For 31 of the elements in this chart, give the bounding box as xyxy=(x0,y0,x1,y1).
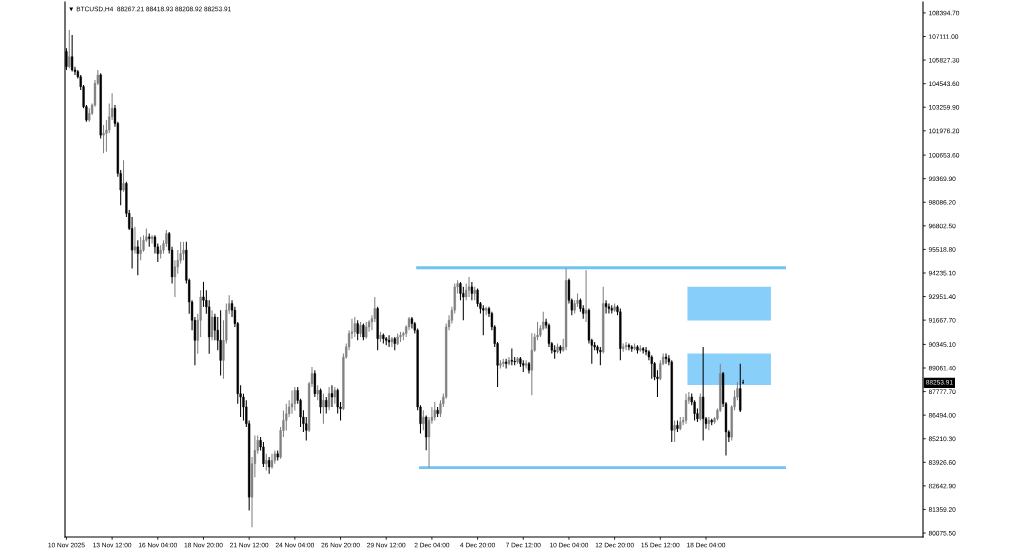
candlestick xyxy=(433,401,436,421)
candlestick xyxy=(102,124,105,154)
candlestick xyxy=(327,386,331,411)
candlestick xyxy=(467,276,471,298)
candlestick xyxy=(139,236,142,261)
candlestick xyxy=(462,286,465,321)
candlestick xyxy=(356,319,359,341)
candlestick xyxy=(739,363,742,413)
candlestick xyxy=(182,241,185,261)
candlestick xyxy=(702,346,705,441)
candlestick xyxy=(319,388,322,415)
candlestick xyxy=(353,316,356,338)
candlestick xyxy=(71,34,74,73)
candlestick xyxy=(313,369,316,398)
candlestick xyxy=(707,416,710,431)
candlestick xyxy=(293,386,296,411)
candlestick xyxy=(699,393,702,421)
candlestick xyxy=(422,409,425,431)
candlestick xyxy=(68,29,71,69)
candlestick xyxy=(136,239,139,276)
candlestick xyxy=(262,441,265,468)
candlestick xyxy=(425,414,428,451)
candlestick xyxy=(122,159,125,193)
candlestick xyxy=(268,456,271,475)
candlestick xyxy=(290,389,294,415)
candlestick xyxy=(219,309,222,376)
candlestick xyxy=(390,336,394,348)
candlestick xyxy=(524,359,528,370)
candlestick xyxy=(650,354,653,380)
candlestick xyxy=(482,304,485,336)
candlestick xyxy=(604,299,608,315)
